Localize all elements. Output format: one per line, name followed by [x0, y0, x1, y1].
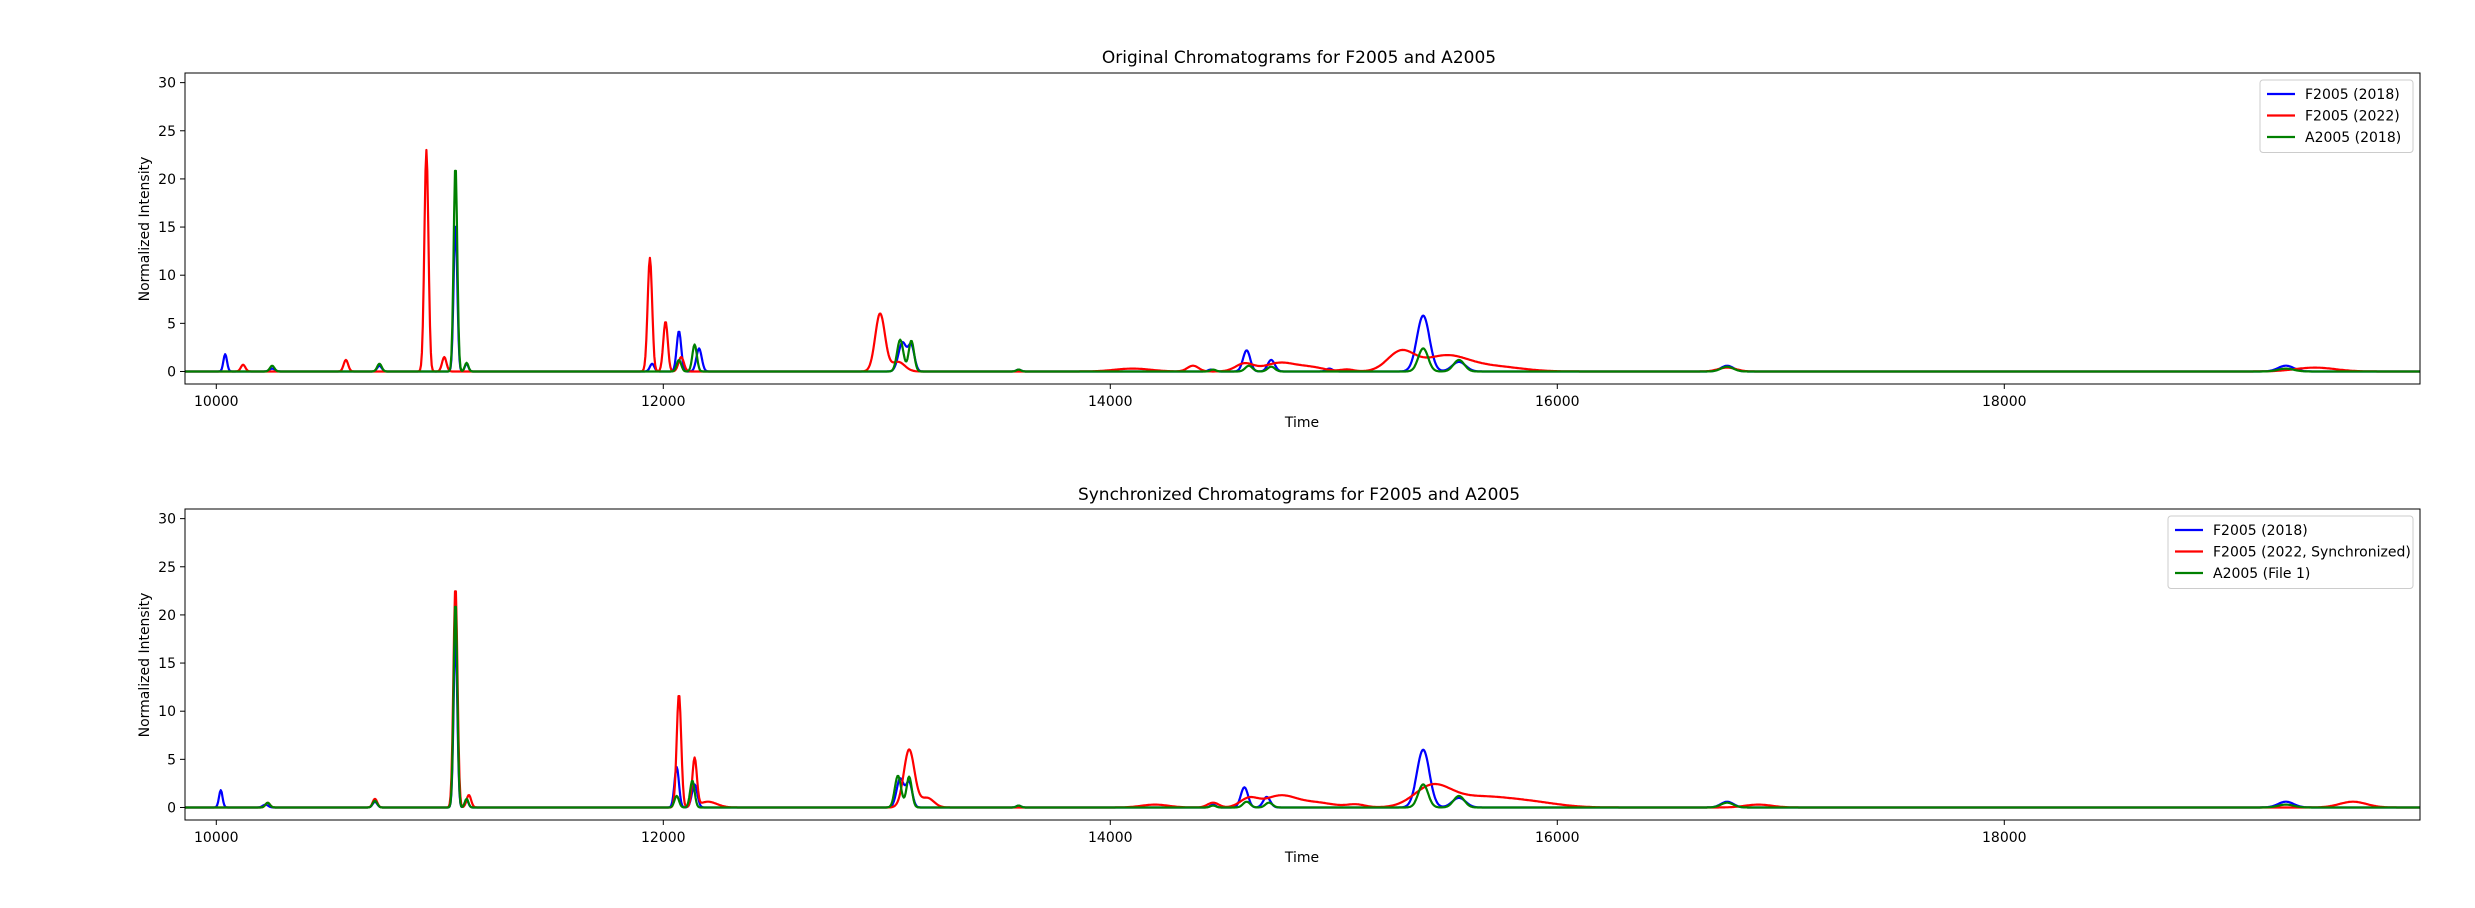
y-tick-label: 10	[158, 268, 176, 284]
y-tick-label: 25	[158, 124, 176, 140]
y-tick-label: 15	[158, 656, 176, 672]
chart-title: Original Chromatograms for F2005 and A20…	[1102, 48, 1496, 68]
x-tick-label: 16000	[1535, 830, 1580, 846]
legend-frame	[2259, 79, 2414, 153]
subplot-synchronized: Synchronized Chromatograms for F2005 and…	[137, 485, 2421, 866]
y-tick-label: 0	[167, 364, 176, 380]
x-axis-label: Time	[1284, 850, 1319, 866]
legend-entry: F2005 (2018)	[2213, 523, 2308, 539]
x-axis-label: Time	[1284, 415, 1319, 431]
series-line-3	[185, 169, 2420, 373]
plot-area	[185, 590, 2420, 809]
x-tick-label: 12000	[641, 830, 686, 846]
legend: F2005 (2018) F2005 (2022, Synchronized) A2…	[2167, 515, 2414, 589]
plot-area	[185, 148, 2420, 373]
x-tick-label: 10000	[194, 394, 239, 410]
series-line-3	[185, 605, 2420, 809]
y-tick-label: 25	[158, 560, 176, 576]
y-tick-label: 10	[158, 704, 176, 720]
y-tick-label: 20	[158, 172, 176, 188]
y-tick-label: 5	[167, 316, 176, 332]
y-tick-label: 30	[158, 76, 176, 92]
y-axis-ticks: 0 5 10 15 20 25 30	[158, 76, 185, 380]
axes-frame	[184, 72, 2421, 385]
y-tick-label: 30	[158, 512, 176, 528]
legend-entry: A2005 (2018)	[2305, 130, 2401, 146]
y-tick-label: 15	[158, 220, 176, 236]
x-tick-label: 18000	[1982, 830, 2027, 846]
legend: F2005 (2018) F2005 (2022) A2005 (2018)	[2259, 79, 2414, 153]
y-tick-label: 5	[167, 752, 176, 768]
x-tick-label: 14000	[1088, 394, 1133, 410]
axes-frame	[184, 508, 2421, 821]
y-tick-label: 0	[167, 800, 176, 816]
y-axis-label: Normalized Intensity	[137, 157, 153, 302]
x-tick-label: 18000	[1982, 394, 2027, 410]
x-tick-label: 14000	[1088, 830, 1133, 846]
subplot-original: Original Chromatograms for F2005 and A20…	[137, 48, 2421, 431]
y-axis-ticks: 0 5 10 15 20 25 30	[158, 512, 185, 816]
legend-entry: F2005 (2018)	[2305, 87, 2400, 103]
legend-entry: F2005 (2022)	[2305, 109, 2400, 125]
x-tick-label: 16000	[1535, 394, 1580, 410]
legend-entry: A2005 (File 1)	[2213, 566, 2310, 582]
y-axis-label: Normalized Intensity	[137, 593, 153, 738]
x-tick-label: 12000	[641, 394, 686, 410]
x-tick-label: 10000	[194, 830, 239, 846]
x-axis-ticks: 10000 12000 14000 16000 18000	[194, 384, 2027, 410]
x-axis-ticks: 10000 12000 14000 16000 18000	[194, 820, 2027, 846]
legend-frame	[2167, 515, 2414, 589]
y-tick-label: 20	[158, 608, 176, 624]
chart-title: Synchronized Chromatograms for F2005 and…	[1078, 485, 1520, 505]
legend-entry: F2005 (2022, Synchronized)	[2213, 545, 2411, 561]
